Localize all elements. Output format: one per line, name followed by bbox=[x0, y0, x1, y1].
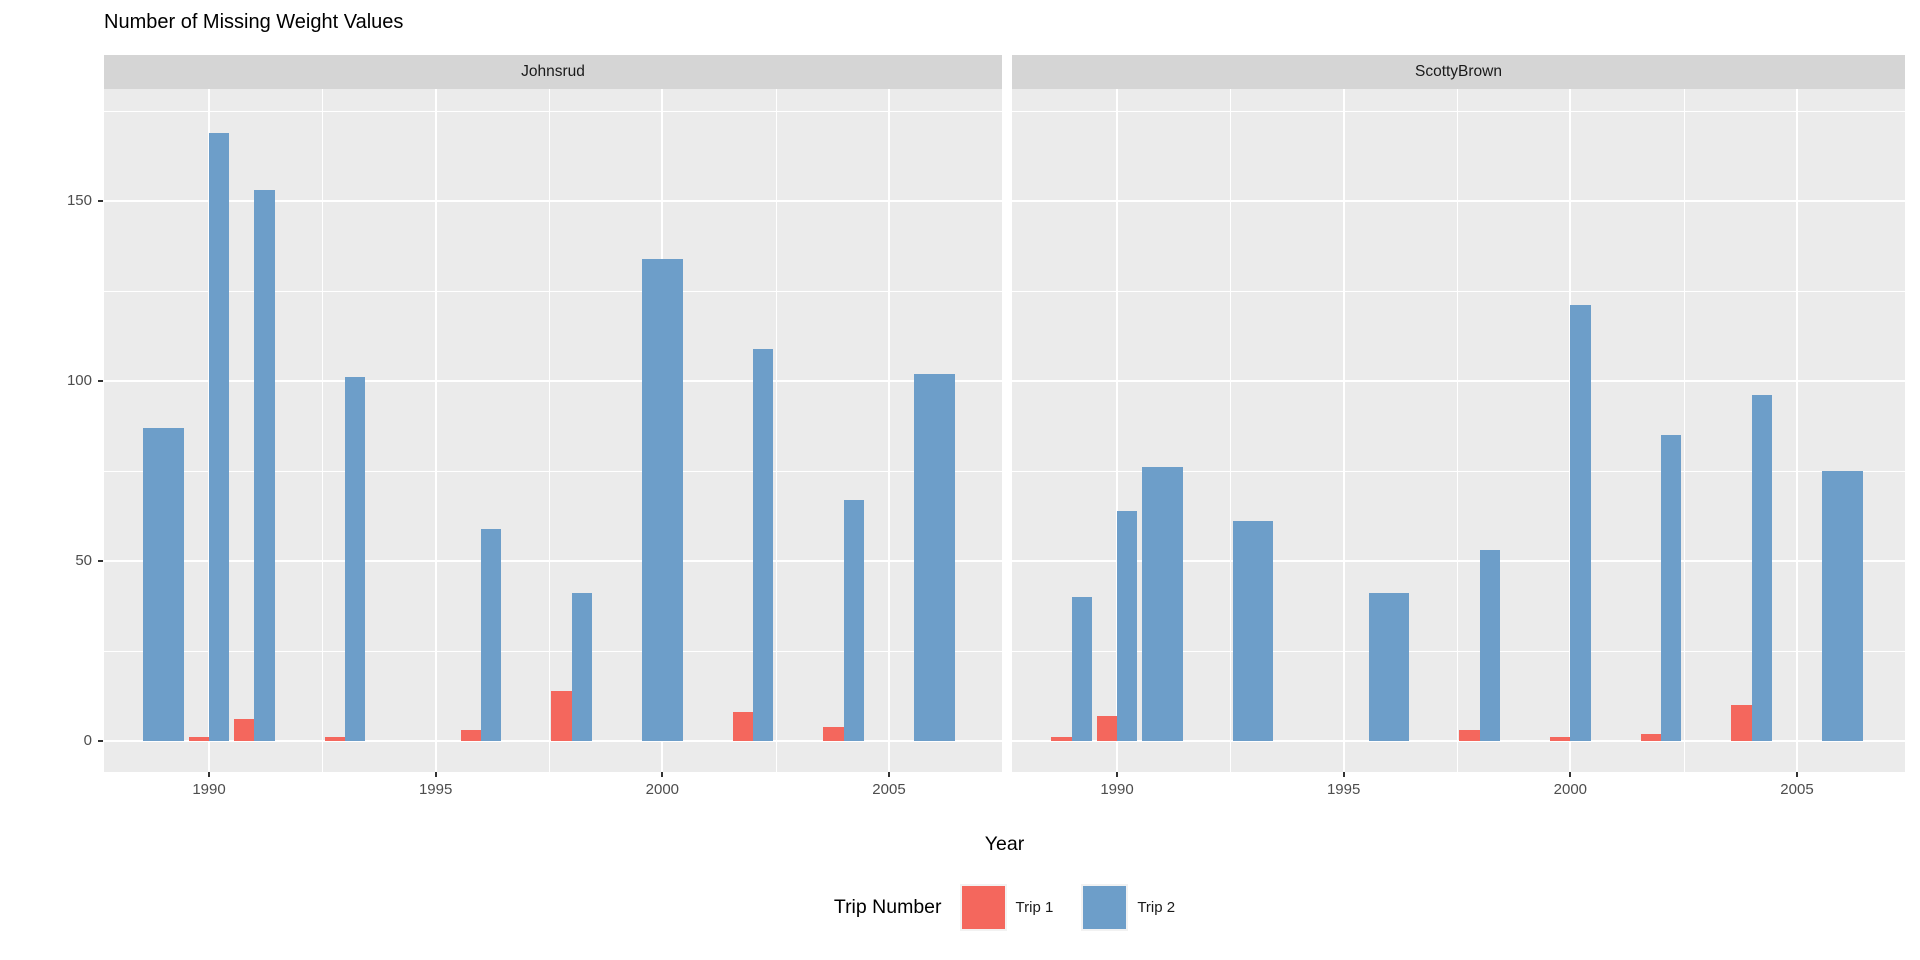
bar-trip2-2002 bbox=[752, 348, 774, 741]
gridline-minor-v bbox=[548, 89, 550, 772]
bar-trip2-1993 bbox=[344, 377, 366, 741]
gridline-minor-h bbox=[1012, 651, 1905, 652]
x-tick-mark bbox=[208, 772, 210, 777]
gridline-major-v bbox=[1116, 89, 1118, 772]
gridline-minor-v bbox=[1456, 89, 1458, 772]
bar-trip2-1996 bbox=[480, 528, 502, 741]
facet-strip-johnsrud: Johnsrud bbox=[104, 55, 1002, 89]
bar-trip2-2004 bbox=[1751, 395, 1773, 741]
bar-trip2-1989 bbox=[143, 427, 185, 741]
gridline-minor-v bbox=[775, 89, 777, 772]
y-tick-mark bbox=[98, 200, 103, 202]
x-tick-label: 2005 bbox=[872, 781, 906, 798]
y-tick-mark bbox=[98, 380, 103, 382]
y-tick-label: 100 bbox=[66, 372, 92, 389]
bar-trip2-2000 bbox=[1570, 305, 1591, 741]
bar-trip1-2002 bbox=[732, 712, 753, 741]
gridline-major-v bbox=[1795, 89, 1798, 772]
x-tick-mark bbox=[434, 772, 437, 777]
gridline-minor-h bbox=[1012, 291, 1905, 292]
bar-trip1-1990 bbox=[188, 737, 209, 741]
gridline-minor-h bbox=[104, 291, 1002, 292]
y-tick-mark bbox=[98, 560, 103, 562]
bar-trip1-2002 bbox=[1640, 733, 1661, 741]
bar-trip2-2002 bbox=[1660, 435, 1682, 741]
facet-panel-scottybrown bbox=[1012, 89, 1905, 772]
bar-trip1-2000 bbox=[1549, 737, 1571, 741]
bar-trip2-2006 bbox=[913, 373, 955, 741]
x-tick-label: 1990 bbox=[1100, 781, 1134, 798]
bar-trip2-1993 bbox=[1232, 521, 1274, 741]
x-tick-mark bbox=[661, 772, 664, 777]
x-tick-mark bbox=[1342, 772, 1345, 777]
gridline-minor-v bbox=[322, 89, 324, 772]
gridline-major-h bbox=[1012, 560, 1905, 562]
bar-trip2-1990 bbox=[209, 132, 230, 741]
y-tick-label: 150 bbox=[66, 192, 92, 209]
trip2-color-swatch bbox=[1083, 885, 1127, 929]
bar-trip2-1991 bbox=[1141, 467, 1183, 741]
gridline-minor-h bbox=[104, 651, 1002, 652]
gridline-minor-h bbox=[1012, 471, 1905, 472]
y-tick-mark bbox=[98, 740, 103, 742]
bar-trip2-2000 bbox=[641, 258, 683, 741]
y-tick-label: 0 bbox=[83, 732, 92, 749]
gridline-minor-h bbox=[104, 111, 1002, 112]
gridline-major-v bbox=[887, 89, 890, 772]
gridline-major-h bbox=[1012, 200, 1905, 202]
trip1-color-swatch bbox=[961, 885, 1005, 929]
legend-title: Trip Number bbox=[833, 895, 942, 918]
bar-trip1-1996 bbox=[460, 730, 481, 741]
bar-trip2-1998 bbox=[1479, 550, 1501, 741]
bar-trip2-1990 bbox=[1117, 510, 1138, 741]
gridline-minor-v bbox=[1683, 89, 1685, 772]
x-tick-mark bbox=[1795, 772, 1798, 777]
bar-trip1-1989 bbox=[1051, 737, 1072, 741]
legend-key-trip1 bbox=[959, 883, 1007, 931]
legend-key-trip2 bbox=[1081, 883, 1129, 931]
bar-trip1-1993 bbox=[324, 737, 345, 741]
facet-panel-johnsrud bbox=[104, 89, 1002, 772]
gridline-minor-v bbox=[1230, 89, 1232, 772]
x-axis-title: Year bbox=[984, 833, 1025, 855]
x-tick-label: 2000 bbox=[645, 781, 680, 798]
bar-trip1-2004 bbox=[823, 726, 844, 741]
facet-strip-scottybrown: ScottyBrown bbox=[1012, 55, 1905, 89]
gridline-major-h bbox=[104, 200, 1002, 202]
gridline-minor-h bbox=[1012, 111, 1905, 112]
bar-trip2-1998 bbox=[571, 593, 593, 741]
x-tick-label: 1995 bbox=[418, 781, 453, 798]
bar-trip2-1996 bbox=[1368, 593, 1410, 741]
gridline-major-h bbox=[104, 380, 1002, 382]
chart-title: Number of Missing Weight Values bbox=[104, 11, 404, 33]
bar-trip1-1998 bbox=[1459, 730, 1480, 741]
gridline-major-v bbox=[434, 89, 437, 772]
bar-trip2-2006 bbox=[1821, 471, 1863, 741]
bar-trip2-2004 bbox=[843, 499, 865, 741]
x-tick-mark bbox=[887, 772, 890, 777]
gridline-major-h bbox=[104, 560, 1002, 562]
x-tick-mark bbox=[1116, 772, 1118, 777]
gridline-major-h bbox=[1012, 740, 1905, 742]
bar-trip1-1998 bbox=[551, 690, 572, 741]
gridline-major-h bbox=[104, 740, 1002, 742]
bar-trip1-1991 bbox=[233, 719, 255, 741]
x-tick-mark bbox=[1569, 772, 1572, 777]
gridline-major-v bbox=[1342, 89, 1345, 772]
legend: Trip Number Trip 1 Trip 2 bbox=[104, 882, 1905, 932]
bar-trip1-2004 bbox=[1731, 705, 1752, 741]
gridline-major-h bbox=[1012, 380, 1905, 382]
bar-trip1-1990 bbox=[1096, 715, 1117, 741]
x-tick-label: 2005 bbox=[1780, 781, 1814, 798]
x-tick-label: 1990 bbox=[192, 781, 226, 798]
legend-label-trip2: Trip 2 bbox=[1137, 898, 1176, 916]
x-tick-label: 2000 bbox=[1553, 781, 1588, 798]
x-tick-label: 1995 bbox=[1326, 781, 1361, 798]
legend-label-trip1: Trip 1 bbox=[1015, 898, 1054, 916]
bar-trip2-1991 bbox=[254, 190, 275, 741]
y-tick-label: 50 bbox=[75, 552, 92, 569]
bar-trip2-1989 bbox=[1071, 597, 1093, 741]
gridline-minor-h bbox=[104, 471, 1002, 472]
